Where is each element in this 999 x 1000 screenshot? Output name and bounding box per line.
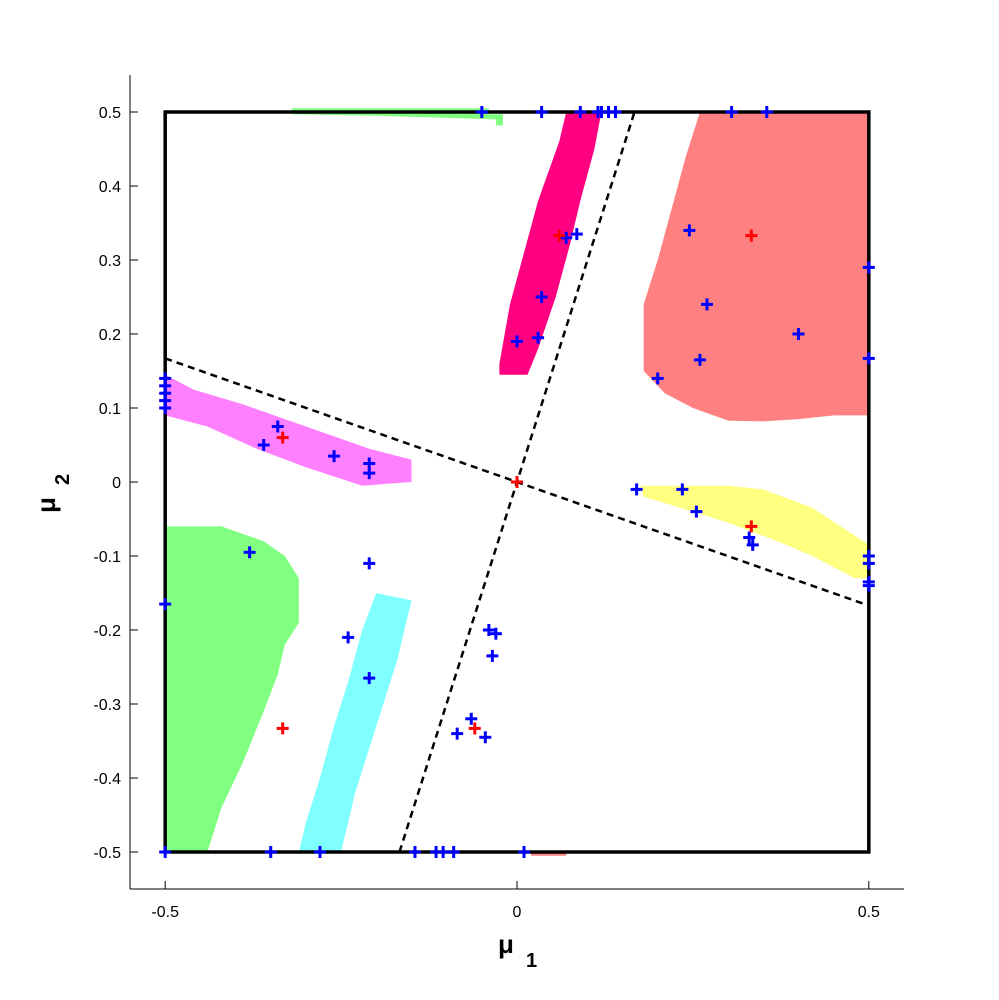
blue-plus-marker <box>535 291 548 303</box>
blue-plus-marker <box>328 450 341 463</box>
y-tick-label: 0.2 <box>99 327 121 344</box>
blue-plus-marker <box>363 557 376 570</box>
blue-plus-marker <box>574 106 587 118</box>
x-tick-label: 0.5 <box>858 904 880 921</box>
blue-plus-marker <box>313 846 326 858</box>
y-axis-label-subscript: 2 <box>52 474 74 485</box>
region-6 <box>298 593 412 852</box>
y-tick-label: -0.3 <box>93 697 121 714</box>
blue-plus-marker <box>532 331 545 344</box>
blue-plus-marker <box>465 712 478 725</box>
y-tick-label: -0.4 <box>93 771 121 788</box>
blue-plus-marker <box>725 106 738 118</box>
y-tick-label: 0 <box>112 475 121 492</box>
y-tick-label: -0.1 <box>93 549 121 566</box>
red-plus-marker <box>276 431 289 444</box>
red-plus-marker <box>745 520 758 533</box>
y-axis-label-group: μ 2 <box>31 474 74 513</box>
blue-plus-marker <box>408 846 421 858</box>
blue-plus-marker <box>683 224 696 237</box>
blue-plus-marker <box>690 505 703 518</box>
blue-plus-marker <box>482 624 495 636</box>
blue-plus-marker <box>243 546 256 559</box>
blue-plus-marker <box>862 352 875 365</box>
blue-plus-marker <box>700 298 713 311</box>
blue-plus-marker <box>264 846 277 858</box>
y-tick-label: 0.3 <box>99 253 121 270</box>
blue-plus-marker <box>535 106 548 118</box>
domain-boundary <box>163 110 871 854</box>
x-axis-label-subscript: 1 <box>526 950 537 972</box>
y-tick-label: -0.5 <box>93 845 121 862</box>
blue-plus-marker <box>363 467 376 480</box>
blue-plus-marker <box>862 261 875 274</box>
blue-plus-marker <box>570 228 583 241</box>
region-0 <box>643 112 869 422</box>
blue-plus-marker <box>693 353 706 366</box>
blue-plus-marker <box>630 483 643 496</box>
blue-plus-marker <box>437 846 450 858</box>
red-plus-marker <box>553 229 566 242</box>
blue-plus-marker <box>862 557 875 570</box>
y-tick-labels: -0.5 -0.4 -0.3 -0.2 -0.1 0 0.1 0.2 0.3 0.4 0.5 <box>93 105 138 862</box>
blue-plus-marker <box>342 631 355 644</box>
region-3 <box>165 374 412 486</box>
blue-plus-marker <box>511 335 523 348</box>
blue-plus-marker <box>676 483 689 496</box>
region-5 <box>165 526 299 852</box>
blue-plus-marker <box>159 846 172 858</box>
y-tick-label: 0.5 <box>99 105 121 122</box>
blue-plus-marker <box>792 328 805 340</box>
region-1 <box>499 112 602 375</box>
blue-plus-marker <box>271 420 284 433</box>
blue-plus-marker <box>760 106 773 118</box>
red-plus-marker <box>745 229 758 242</box>
y-tick-label: 0.1 <box>99 401 121 418</box>
y-axis-label: μ <box>31 497 61 513</box>
red-plus-marker <box>468 722 481 735</box>
blue-plus-marker <box>451 727 464 740</box>
red-plus-marker <box>511 476 523 488</box>
blue-plus-marker <box>257 439 270 451</box>
blue-plus-marker <box>743 531 756 544</box>
x-tick-labels: -0.5 0 0.5 <box>151 881 880 921</box>
y-tick-label: 0.4 <box>99 179 121 196</box>
red-plus-marker <box>276 722 289 735</box>
blue-plus-marker <box>475 106 488 118</box>
blue-plus-marker <box>159 598 172 611</box>
blue-plus-marker <box>486 649 499 662</box>
x-tick-label: 0 <box>513 904 522 921</box>
x-axis-label: μ <box>498 929 514 959</box>
blue-plus-marker <box>518 846 531 858</box>
blue-plus-marker <box>479 731 492 744</box>
blue-plus-marker <box>447 846 460 858</box>
domain-box <box>163 110 871 854</box>
blue-plus-marker <box>363 672 376 685</box>
blue-plus-marker <box>560 231 573 244</box>
colored-regions <box>165 108 869 856</box>
blue-plus-marker <box>609 106 622 118</box>
blue-plus-marker <box>159 402 172 414</box>
blue-plus-marker <box>489 627 502 640</box>
y-tick-label: -0.2 <box>93 623 121 640</box>
blue-plus-marker <box>746 538 759 551</box>
data-markers <box>159 106 875 858</box>
blue-plus-marker <box>862 579 875 592</box>
blue-plus-marker <box>651 372 664 385</box>
x-tick-label: -0.5 <box>151 904 179 921</box>
